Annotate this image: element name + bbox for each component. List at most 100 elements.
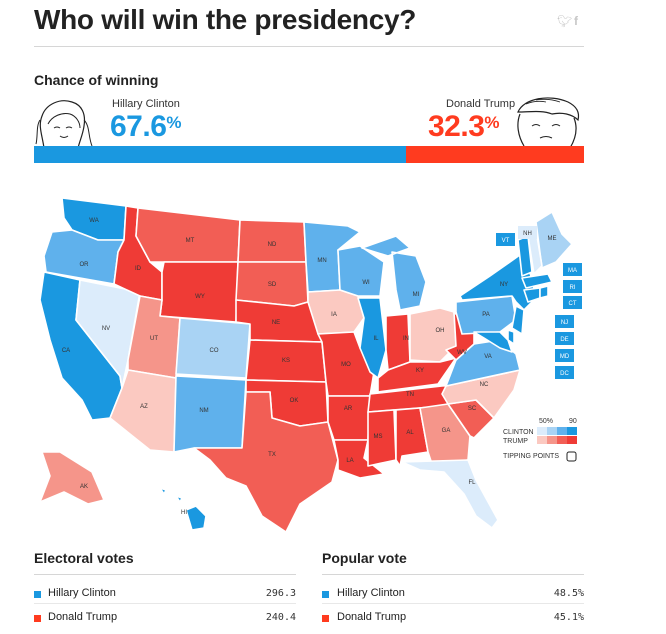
- electoral-clinton-value: 296.3: [265, 588, 296, 599]
- trump-probability-bar: [406, 146, 584, 163]
- state-label-ks: KS: [282, 358, 290, 364]
- legend-tipping-label: TIPPING POINTS: [503, 453, 559, 460]
- state-label-wi: WI: [362, 280, 370, 286]
- state-box-ri[interactable]: RI: [563, 280, 582, 293]
- state-label-ia: IA: [331, 312, 337, 318]
- state-label-va: VA: [484, 354, 492, 360]
- facebook-icon[interactable]: f: [574, 14, 578, 28]
- popular-clinton-swatch: [322, 591, 329, 598]
- legend-clinton-label: CLINTON: [503, 429, 534, 436]
- legend-scale-high: 90: [569, 418, 577, 425]
- state-label-ne: NE: [272, 320, 280, 326]
- state-label-oh: OH: [436, 328, 445, 334]
- state-box-label-nh: NH: [523, 231, 532, 237]
- state-nj[interactable]: [511, 305, 525, 335]
- state-nc[interactable]: [441, 369, 521, 419]
- state-mt[interactable]: [135, 207, 241, 263]
- state-box-nh[interactable]: NH: [518, 226, 537, 239]
- state-ms[interactable]: [367, 409, 397, 467]
- state-label-in: IN: [403, 336, 409, 342]
- state-label-az: AZ: [140, 404, 148, 410]
- state-ky[interactable]: [377, 357, 457, 393]
- electoral-trump-swatch: [34, 615, 41, 622]
- state-label-me: ME: [548, 236, 557, 242]
- state-box-fill-ct: [563, 296, 582, 309]
- state-label-mo: MO: [341, 362, 351, 368]
- state-label-mi: MI: [413, 292, 420, 298]
- state-label-nc: NC: [480, 382, 489, 388]
- state-hi[interactable]: [159, 487, 207, 531]
- clinton-chance-value: 67.6%: [110, 110, 182, 143]
- state-ri[interactable]: [539, 285, 549, 299]
- state-label-mn: MN: [317, 258, 326, 264]
- state-tx[interactable]: [193, 391, 339, 533]
- legend-clinton-swatch-1: [547, 427, 557, 435]
- state-wy[interactable]: [159, 261, 239, 323]
- state-box-dc[interactable]: DC: [555, 366, 574, 379]
- state-label-ut: UT: [150, 336, 158, 342]
- state-nd[interactable]: [237, 219, 307, 263]
- clinton-chance-name: Hillary Clinton: [112, 98, 180, 110]
- state-box-label-ma: MA: [568, 268, 577, 274]
- map-legend: 50% 90 CLINTON TRUMP TIPPING POINTS: [503, 418, 577, 462]
- state-md[interactable]: [473, 331, 513, 353]
- us-map-svg: WA OR CA NV ID MT WY UT AZ CO NM ND SD NE KS OK TX MN IA MO…: [39, 197, 582, 533]
- electoral-map: WA OR CA NV ID MT WY UT AZ CO NM ND SD NE KS OK TX MN IA MO…: [0, 180, 666, 540]
- state-box-label-de: DE: [560, 337, 568, 343]
- state-label-ga: GA: [442, 428, 451, 434]
- electoral-divider: [34, 574, 296, 575]
- trump-portrait-icon: [517, 97, 580, 148]
- state-box-de[interactable]: DE: [555, 332, 574, 345]
- clinton-probability-bar: [34, 146, 406, 163]
- state-label-ok: OK: [290, 398, 299, 404]
- state-label-ca: CA: [62, 348, 70, 354]
- state-box-md[interactable]: MD: [555, 349, 574, 362]
- legend-trump-swatch-1: [547, 436, 557, 444]
- state-box-fill-dc: [555, 366, 574, 379]
- electoral-votes-heading: Electoral votes: [34, 550, 134, 566]
- state-ak[interactable]: [39, 451, 105, 505]
- popular-clinton-value: 48.5%: [553, 588, 584, 599]
- trump-chance-value: 32.3%: [428, 110, 500, 143]
- state-label-hi: HI: [181, 510, 187, 516]
- state-in[interactable]: [385, 313, 411, 371]
- state-me[interactable]: [535, 211, 573, 269]
- state-label-tx: TX: [268, 452, 276, 458]
- legend-clinton-swatch-2: [557, 427, 567, 435]
- state-nm[interactable]: [173, 375, 247, 453]
- twitter-icon[interactable]: 🐦︎: [557, 14, 573, 28]
- electoral-row-divider: [34, 603, 296, 604]
- state-ar[interactable]: [327, 395, 371, 441]
- state-label-co: CO: [210, 348, 219, 354]
- state-box-vt[interactable]: VT: [496, 233, 515, 246]
- state-label-il: IL: [373, 336, 379, 342]
- state-ma[interactable]: [521, 273, 553, 289]
- state-label-sc: SC: [468, 406, 477, 412]
- state-label-fl: FL: [468, 480, 476, 486]
- state-label-ms: MS: [374, 434, 383, 440]
- state-box-fill-ri: [563, 280, 582, 293]
- legend-clinton-swatch-0: [537, 427, 547, 435]
- state-box-fill-nh: [518, 226, 537, 239]
- state-label-wv: WV: [457, 350, 467, 356]
- state-box-ct[interactable]: CT: [563, 296, 582, 309]
- popular-clinton-name: Hillary Clinton: [337, 587, 405, 599]
- chance-heading: Chance of winning: [34, 72, 159, 88]
- state-fl[interactable]: [401, 459, 499, 529]
- state-wi[interactable]: [337, 245, 385, 297]
- state-de[interactable]: [507, 329, 515, 345]
- state-box-fill-de: [555, 332, 574, 345]
- popular-vote-heading: Popular vote: [322, 550, 407, 566]
- state-box-ma[interactable]: MA: [563, 263, 582, 276]
- state-label-id: ID: [135, 266, 142, 272]
- state-label-pa: PA: [482, 312, 490, 318]
- state-label-nm: NM: [199, 408, 208, 414]
- state-box-nj[interactable]: NJ: [555, 315, 574, 328]
- state-label-nv: NV: [102, 326, 110, 332]
- state-mi[interactable]: [361, 235, 427, 311]
- state-label-nd: ND: [268, 242, 277, 248]
- legend-trump-scale: [537, 436, 577, 444]
- state-il[interactable]: [357, 297, 387, 379]
- tipping-point-icon: [566, 451, 577, 462]
- state-box-fill-md: [555, 349, 574, 362]
